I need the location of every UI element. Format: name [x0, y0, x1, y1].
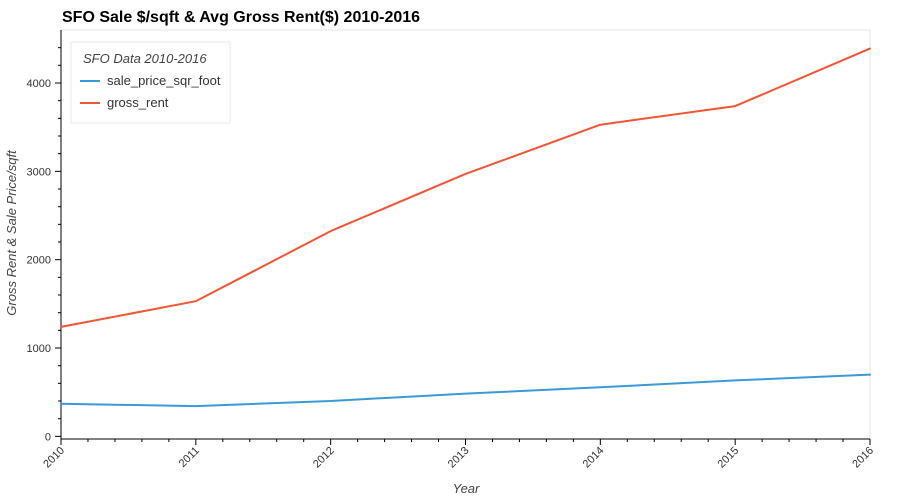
y-tick-label: 4000: [27, 78, 51, 90]
y-axis: 0 1000 2000 3000 4000: [27, 47, 61, 443]
series-line-sale-price-sqr-foot: [60, 373, 871, 408]
series-lines: [60, 47, 871, 408]
legend-items: sale_price_sqr_foot gross_rent: [80, 73, 221, 110]
x-tick-label: 2013: [446, 445, 472, 471]
y-tick-label: 2000: [27, 255, 51, 267]
y-tick-label: 0: [45, 431, 51, 443]
series-line-gross-rent: [60, 47, 871, 328]
x-axis-label: Year: [453, 481, 480, 496]
y-tick-label: 3000: [27, 166, 51, 178]
x-tick-label: 2011: [177, 445, 202, 470]
x-tick-label: 2015: [715, 445, 741, 471]
plot-area: 2010 2011 2012 2013 2014 2015 2016 0 1000 2000 30…: [27, 29, 876, 470]
legend: SFO Data 2010-2016 sale_price_sqr_footgr…: [70, 41, 231, 124]
x-tick-label: 2012: [311, 445, 337, 471]
x-axis: 2010 2011 2012 2013 2014 2015 2016: [41, 439, 876, 470]
legend-box: [70, 41, 231, 124]
x-tick-label: 2014: [581, 445, 607, 471]
legend-title: SFO Data 2010-2016: [83, 51, 207, 66]
y-axis-label: Gross Rent & Sale Price/sqft: [4, 149, 19, 316]
chart-title: SFO Sale $/sqft & Avg Gross Rent($) 2010…: [62, 9, 420, 26]
legend-label: sale_price_sqr_foot: [107, 73, 221, 88]
y-tick-label: 1000: [27, 343, 51, 355]
legend-label: gross_rent: [107, 95, 169, 110]
x-tick-label: 2010: [41, 445, 67, 471]
x-tick-label: 2016: [850, 445, 876, 471]
